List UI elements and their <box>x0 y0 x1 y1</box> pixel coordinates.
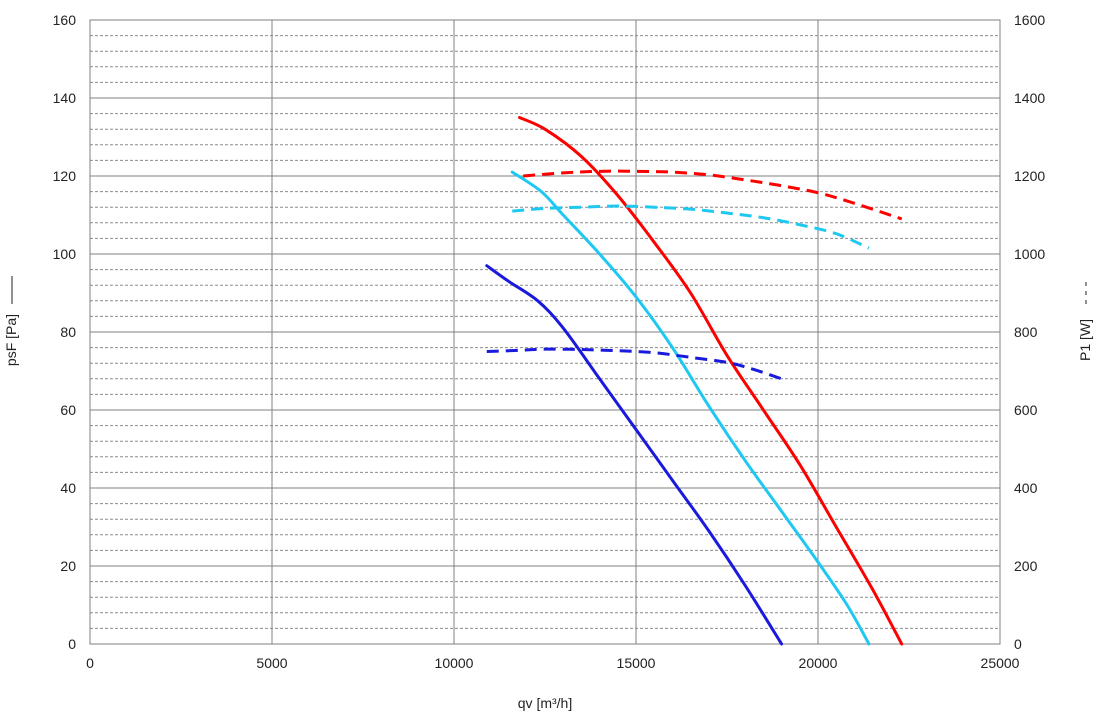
y2-tick-label: 1000 <box>1014 246 1045 262</box>
y-tick-label: 0 <box>68 636 76 652</box>
y2-tick-label: 200 <box>1014 558 1038 574</box>
y2-tick-label: 1200 <box>1014 168 1045 184</box>
y-axis-tick-labels: 0 20 40 60 80 100 120 140 160 <box>53 12 77 652</box>
y-tick-label: 20 <box>60 558 76 574</box>
power-curve-5 <box>512 204 870 250</box>
y-tick-label: 140 <box>53 90 77 106</box>
y2-tick-label: 1400 <box>1014 90 1045 106</box>
y-tick-label: 100 <box>53 246 77 262</box>
x-tick-label: 15000 <box>617 655 656 671</box>
y2-tick-label: 1600 <box>1014 12 1045 28</box>
y2-axis-tick-labels: 0 200 400 600 800 1000 1200 1400 1600 <box>1014 12 1045 652</box>
y-tick-label: 60 <box>60 402 76 418</box>
plot-frame <box>89 19 1001 645</box>
x-tick-label: 5000 <box>256 655 287 671</box>
y2-tick-label: 600 <box>1014 402 1038 418</box>
power-curve-4 <box>523 169 903 221</box>
pressure-curve-1 <box>518 116 904 646</box>
x-tick-label: 10000 <box>435 655 474 671</box>
y2-tick-label: 0 <box>1014 636 1022 652</box>
y2-axis-title: P1 [W] <box>1077 319 1093 361</box>
y-tick-label: 40 <box>60 480 76 496</box>
x-tick-label: 0 <box>86 655 94 671</box>
series-layer <box>485 116 904 646</box>
y-tick-label: 160 <box>53 12 77 28</box>
y2-tick-label: 400 <box>1014 480 1038 496</box>
y2-tick-label: 800 <box>1014 324 1038 340</box>
x-axis-tick-labels: 0 5000 10000 15000 20000 25000 <box>86 655 1020 671</box>
pressure-curve-3 <box>485 264 784 646</box>
y-tick-label: 120 <box>53 168 77 184</box>
pressure-curve-2 <box>510 170 871 646</box>
y-tick-label: 80 <box>60 324 76 340</box>
x-tick-label: 20000 <box>799 655 838 671</box>
x-axis-title: qv [m³/h] <box>518 695 572 711</box>
minor-gridlines <box>90 35 1000 629</box>
x-tick-label: 25000 <box>981 655 1020 671</box>
y-axis-title: psF [Pa] <box>3 314 19 366</box>
power-curve-6 <box>486 347 783 381</box>
